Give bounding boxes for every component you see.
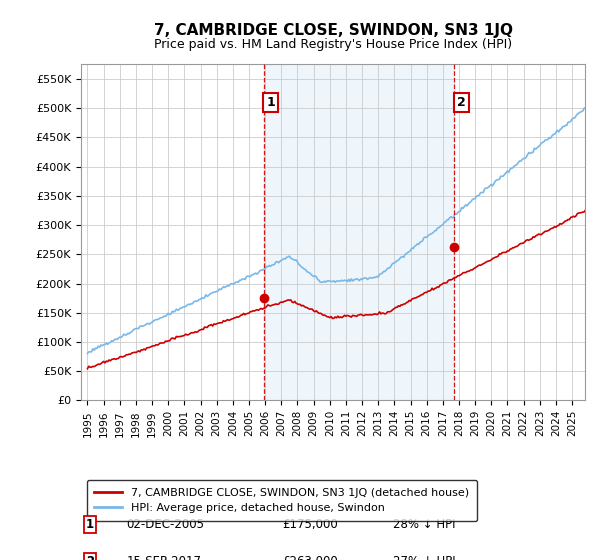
Text: 2: 2 <box>457 96 466 109</box>
Text: 28% ↓ HPI: 28% ↓ HPI <box>394 518 456 531</box>
Text: Price paid vs. HM Land Registry's House Price Index (HPI): Price paid vs. HM Land Registry's House … <box>154 38 512 52</box>
Text: 1: 1 <box>86 518 94 531</box>
Text: 02-DEC-2005: 02-DEC-2005 <box>127 518 205 531</box>
Text: £175,000: £175,000 <box>283 518 338 531</box>
Bar <box>264 64 454 400</box>
Text: 27% ↓ HPI: 27% ↓ HPI <box>394 555 456 560</box>
Text: 1: 1 <box>266 96 275 109</box>
Text: 15-SEP-2017: 15-SEP-2017 <box>127 555 202 560</box>
Text: £263,000: £263,000 <box>283 555 338 560</box>
Legend: 7, CAMBRIDGE CLOSE, SWINDON, SN3 1JQ (detached house), HPI: Average price, detac: 7, CAMBRIDGE CLOSE, SWINDON, SN3 1JQ (de… <box>86 480 477 521</box>
Text: 7, CAMBRIDGE CLOSE, SWINDON, SN3 1JQ: 7, CAMBRIDGE CLOSE, SWINDON, SN3 1JQ <box>154 24 512 38</box>
Text: 2: 2 <box>86 555 94 560</box>
